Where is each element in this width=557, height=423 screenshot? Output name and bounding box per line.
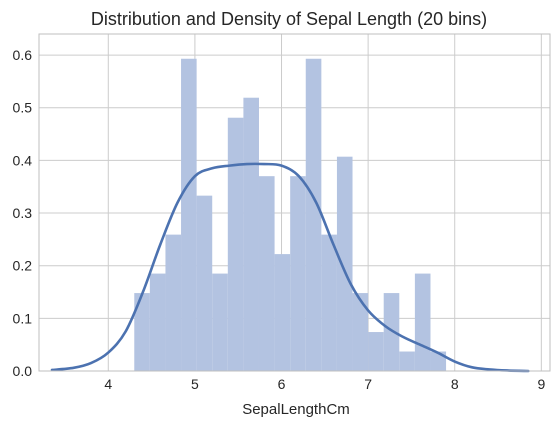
chart-title: Distribution and Density of Sepal Length… (91, 9, 487, 29)
x-tick-label: 8 (451, 376, 459, 392)
histogram-bar (321, 234, 337, 371)
y-tick-label: 0.0 (13, 363, 33, 379)
histogram-bar (165, 234, 182, 371)
histogram-bar (399, 351, 415, 371)
x-tick-label: 9 (537, 376, 545, 392)
histogram-bars (134, 58, 447, 372)
axes-frame (38, 33, 551, 372)
histogram-bar (149, 273, 166, 371)
histogram-bar (274, 254, 291, 371)
histogram-bar (414, 273, 431, 371)
histogram-bar (181, 58, 197, 371)
y-tick-label: 0.2 (13, 258, 33, 274)
tick-labels: 4 5 6 7 8 9 0.0 0.1 0.2 0.3 0.4 0.5 0.6 (13, 47, 546, 392)
y-tick-label: 0.3 (13, 205, 33, 221)
histogram-bar (352, 293, 369, 371)
histogram-bar (227, 117, 244, 371)
histogram-bar (290, 176, 306, 371)
histogram-bar (212, 273, 228, 371)
kde-layer (50, 162, 530, 373)
y-tick-label: 0.4 (13, 152, 33, 168)
histogram-bar (368, 332, 384, 371)
y-tick-label: 0.1 (13, 310, 33, 326)
histogram-bar (196, 195, 213, 371)
histogram-bar (258, 176, 275, 371)
y-tick-label: 0.6 (13, 47, 33, 63)
x-tick-label: 5 (191, 376, 199, 392)
histogram-bar (305, 58, 322, 371)
x-tick-label: 4 (104, 376, 112, 392)
kde-density-line (50, 162, 530, 373)
x-tick-label: 6 (278, 376, 286, 392)
x-tick-label: 7 (364, 376, 372, 392)
histogram-bar (243, 97, 259, 372)
x-axis-label: SepalLengthCm (242, 401, 350, 418)
plot-border (38, 33, 551, 372)
histogram-bar (383, 293, 400, 371)
y-tick-label: 0.5 (13, 100, 33, 116)
histogram-bar (134, 293, 150, 371)
histogram-bar (336, 156, 353, 371)
